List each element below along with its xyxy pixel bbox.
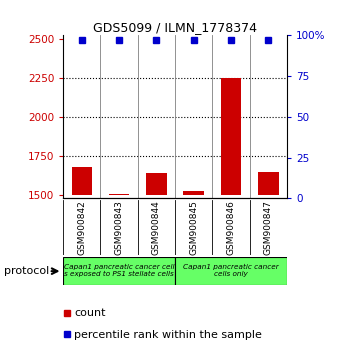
Text: GSM900843: GSM900843 [115, 200, 123, 255]
Bar [71, 167, 92, 195]
Title: GDS5099 / ILMN_1778374: GDS5099 / ILMN_1778374 [93, 21, 257, 34]
Text: count: count [74, 308, 105, 318]
Bar [183, 191, 204, 195]
Bar [221, 78, 241, 195]
Bar [175, 257, 287, 285]
Bar [146, 173, 167, 195]
Text: GSM900844: GSM900844 [152, 200, 161, 255]
Bar [109, 194, 129, 195]
Text: GSM900842: GSM900842 [77, 200, 86, 255]
Text: protocol: protocol [4, 266, 49, 276]
Bar [63, 257, 175, 285]
Text: GSM900846: GSM900846 [227, 200, 235, 255]
Text: Capan1 pancreatic cancer
cells only: Capan1 pancreatic cancer cells only [183, 264, 279, 278]
Text: GSM900845: GSM900845 [189, 200, 198, 255]
Text: percentile rank within the sample: percentile rank within the sample [74, 330, 262, 339]
Text: GSM900847: GSM900847 [264, 200, 273, 255]
Bar [258, 172, 279, 195]
Text: Capan1 pancreatic cancer cell
s exposed to PS1 stellate cells: Capan1 pancreatic cancer cell s exposed … [64, 264, 174, 278]
